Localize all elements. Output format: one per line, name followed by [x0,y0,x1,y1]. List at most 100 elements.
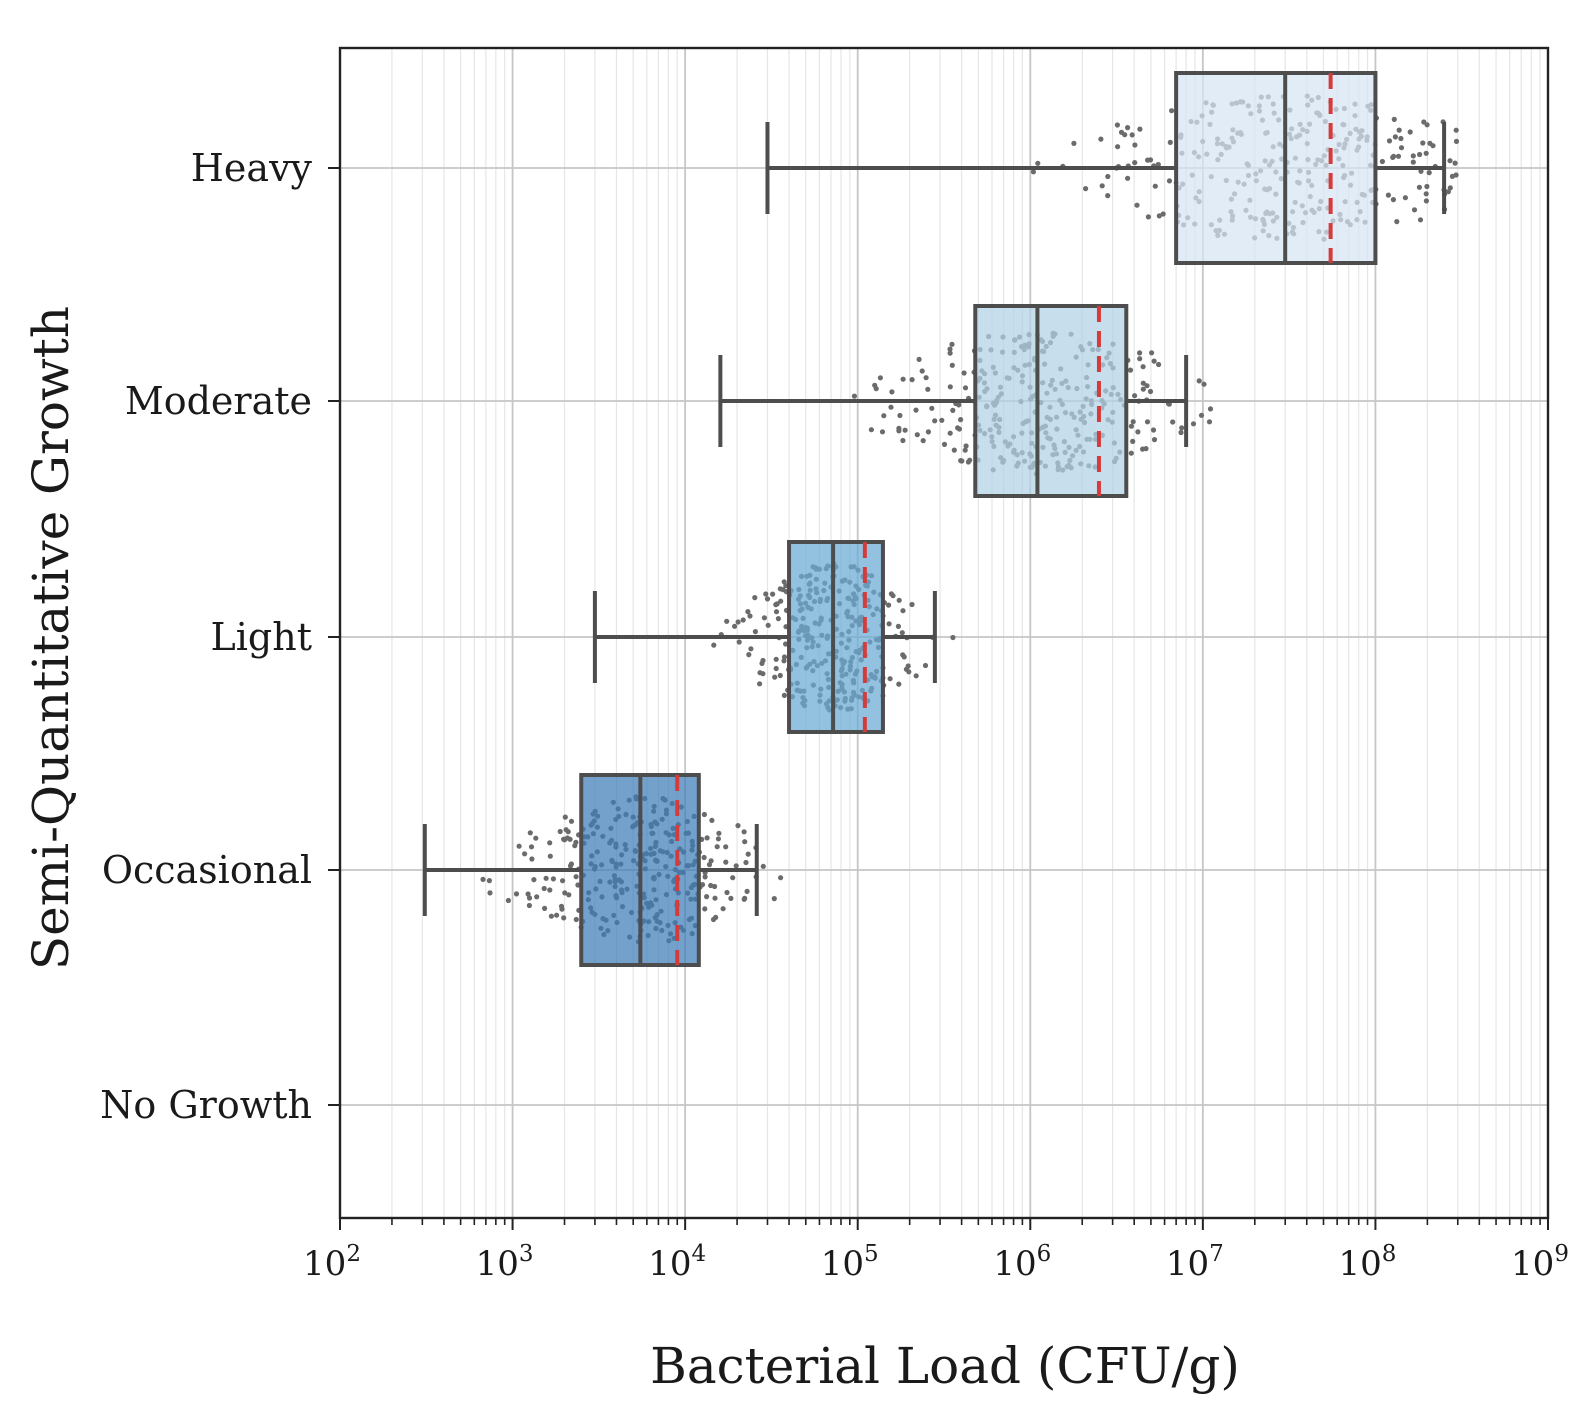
y-category-label: No Growth [100,1083,312,1127]
swarm-point [563,827,569,833]
swarm-point [720,906,726,912]
swarm-point [773,656,779,662]
swarm-point [1128,423,1134,429]
swarm-point [735,619,741,625]
swarm-point [1430,143,1436,149]
swarm-point [531,877,537,883]
swarm-point [783,641,789,647]
swarm-point [1130,419,1136,425]
swarm-point [712,883,718,890]
swarm-point [1447,158,1453,164]
swarm-point [1423,198,1429,204]
swarm-point [947,346,953,352]
swarm-point [741,829,747,835]
swarm-point [961,370,967,376]
swarm-point [1410,159,1416,165]
swarm-point [709,817,715,824]
swarm-point [706,862,713,868]
grid [339,48,1549,1218]
swarm-point [774,601,780,607]
boxes [422,71,1447,967]
x-tick-label: 102 [303,1241,361,1284]
swarm-point [1394,219,1400,225]
swarm-point [1156,213,1162,219]
swarm-point [909,377,915,383]
swarm-point [1152,183,1158,189]
swarm-point [899,630,905,636]
swarm-point [923,375,929,381]
swarm-point [547,853,553,859]
swarm-point [573,916,579,923]
swarm-point [723,859,729,865]
swarm-point [1398,145,1405,151]
swarm-point [760,657,766,664]
swarm-point [1128,450,1134,456]
swarm-point [1190,421,1197,427]
swarm-point [1207,406,1214,412]
x-tick-label: 109 [1511,1241,1569,1284]
swarm-point [1385,192,1391,198]
swarm-point [1452,160,1458,166]
swarm-point [548,913,555,919]
swarm-point [710,916,717,923]
swarm-point [568,818,575,824]
swarm-point [522,851,528,857]
swarm-point [771,896,777,902]
swarm-point [1395,153,1402,159]
x-tick-label: 106 [993,1241,1051,1284]
y-axis-title: Semi-Quantitative Growth [22,306,80,970]
y-category-label: Light [211,615,312,659]
swarm-point [781,692,788,699]
swarm-point [1178,429,1184,436]
swarm-point [881,413,887,419]
swarm-point [566,892,572,898]
swarm-point [541,885,547,892]
swarm-point [513,891,520,897]
swarm-point [1071,140,1077,146]
swarm-point [1379,158,1385,165]
plot-frame [338,46,1550,1220]
swarm-point [772,674,778,680]
swarm-point [543,875,549,881]
swarm-point [773,609,780,615]
swarm-point [1416,184,1422,190]
swarm-point [1390,197,1396,203]
swarm-point [778,875,784,881]
swarm-point [949,362,955,368]
swarm-point [932,418,938,424]
swarm-point [701,811,708,818]
swarm-point [1127,367,1134,373]
swarm-point [575,882,581,888]
swarm-point [873,386,879,392]
swarm-point [919,368,925,374]
swarm-point [781,658,787,664]
swarm-point [528,844,535,850]
swarm-point [781,579,787,585]
swarm-point [1145,214,1151,220]
swarm-point [1144,419,1151,425]
swarm-point [732,623,738,629]
swarm-point [529,856,535,862]
swarm-point [900,437,906,444]
swarm-point [925,429,932,435]
swarm-point [951,447,957,453]
swarm-point [716,830,722,836]
swarm-point [1132,142,1138,148]
swarm-point [929,405,935,411]
swarm-point [1423,191,1429,197]
swarm-point [888,404,894,410]
swarm-point [773,665,779,672]
y-category-label: Heavy [191,146,313,190]
x-tick-label: 107 [1166,1241,1224,1284]
swarm-point [879,429,886,435]
swarm-point [558,903,565,909]
swarm-point [1398,135,1404,142]
swarm-point [896,597,902,603]
swarm-point [746,652,752,658]
swarm-point [1166,178,1173,184]
swarm-point [745,609,751,615]
swarm-point [711,642,717,648]
swarm-point [886,621,892,627]
swarm-point [896,425,902,431]
swarm-point [1099,183,1105,189]
